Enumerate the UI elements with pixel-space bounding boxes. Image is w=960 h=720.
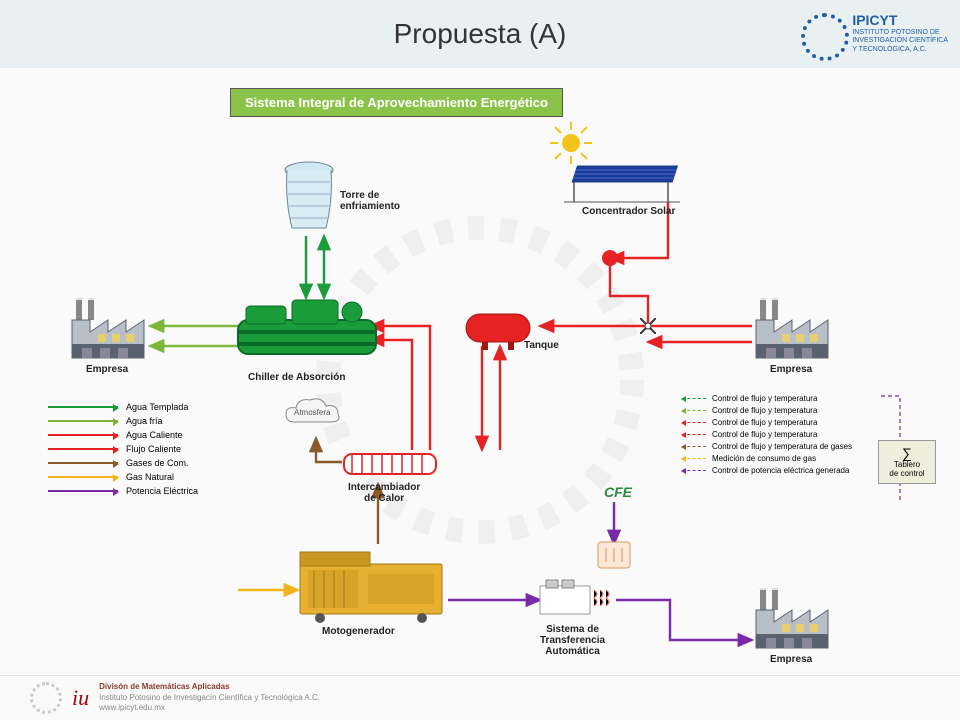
cfe-box xyxy=(596,540,632,570)
flow-legend: Agua TempladaAgua fríaAgua CalienteFlujo… xyxy=(48,402,198,500)
factory-empresa3 xyxy=(752,588,832,648)
tower-label: Torre de enfriamiento xyxy=(340,190,400,212)
factory-empresa2 xyxy=(752,298,832,358)
exchanger-label: Intercambiador de Calor xyxy=(348,482,420,504)
solar-concentrator xyxy=(560,158,690,208)
logo: IPICYT INSTITUTO POTOSINO DE INVESTIGACI… xyxy=(796,8,948,58)
sta xyxy=(538,576,618,620)
factory-label: Empresa xyxy=(770,654,812,665)
atmosphere: Atmosfera xyxy=(282,396,346,432)
moto-label: Motogenerador xyxy=(322,626,395,637)
subtitle: Sistema Integral de Aprovechamiento Ener… xyxy=(230,88,563,117)
chiller-label: Chiller de Absorción xyxy=(248,372,345,383)
page-title: Propuesta (A) xyxy=(394,18,567,50)
cooling-tower xyxy=(282,160,336,236)
motogenerator xyxy=(296,544,446,624)
sta-label: Sistema de Transferencia Automática xyxy=(540,624,605,657)
control-legend: Control de flujo y temperaturaControl de… xyxy=(682,394,852,478)
logo-icon xyxy=(796,8,846,58)
footer-signature: iu xyxy=(72,685,89,711)
control-panel: ∑ Tablero de control xyxy=(878,440,936,484)
logo-text: IPICYT INSTITUTO POTOSINO DE INVESTIGACI… xyxy=(852,12,948,54)
factory-label: Empresa xyxy=(86,364,128,375)
factory-label: Empresa xyxy=(770,364,812,375)
heat-exchanger xyxy=(340,448,440,482)
footer-logo-icon xyxy=(30,682,62,714)
cfe-label: CFE xyxy=(604,484,632,500)
header: Propuesta (A) IPICYT INSTITUTO POTOSINO … xyxy=(0,0,960,68)
solar-label: Concentrador Solar xyxy=(582,206,675,217)
footer: iu Divisón de Matemáticas Aplicadas Inst… xyxy=(0,675,960,714)
footer-text: Divisón de Matemáticas Aplicadas Institu… xyxy=(99,682,320,713)
solar-pump xyxy=(600,248,620,268)
factory-empresa1 xyxy=(68,298,148,358)
chiller xyxy=(232,286,382,366)
tank-label: Tanque xyxy=(524,340,559,351)
valve-icon xyxy=(640,318,656,334)
